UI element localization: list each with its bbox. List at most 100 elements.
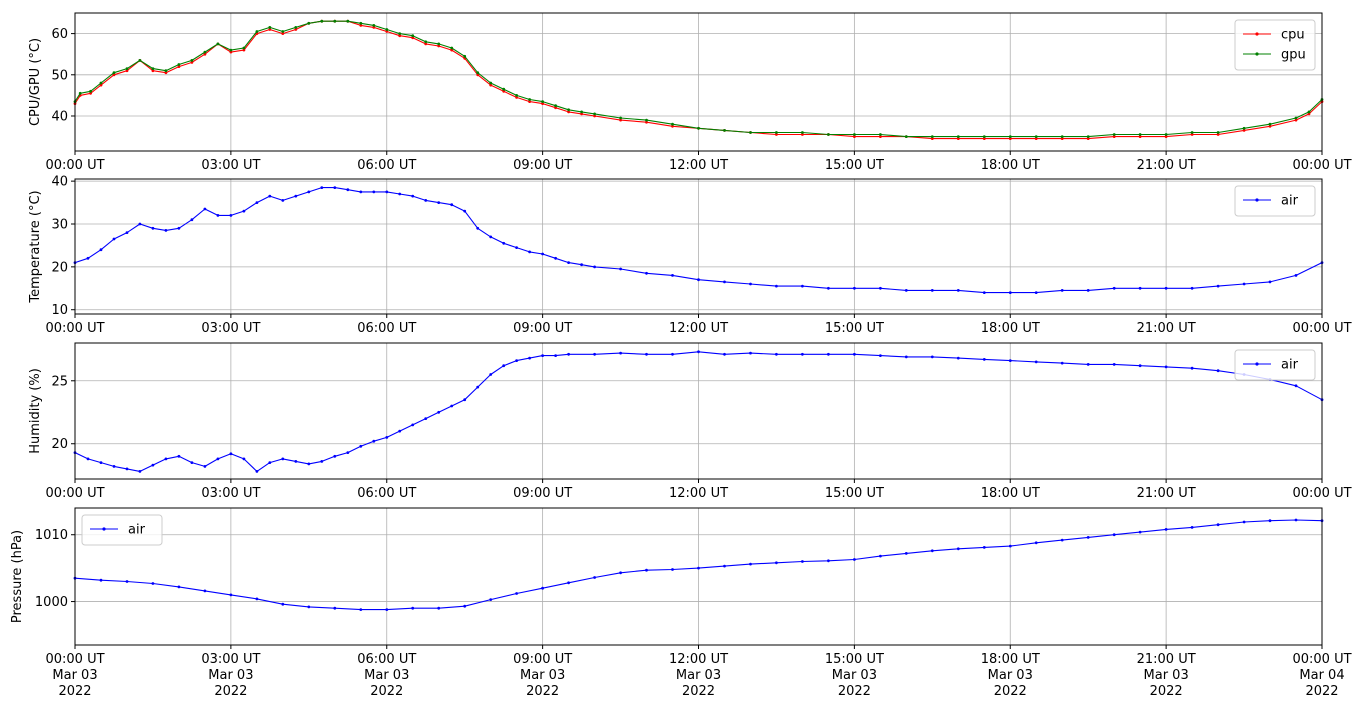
data-point (1060, 135, 1064, 139)
data-point (450, 46, 454, 50)
data-point (242, 457, 246, 461)
data-point (437, 410, 441, 414)
legend-box (81, 514, 163, 546)
data-point (463, 54, 467, 58)
x-tick-label: 21:00 UT (1137, 486, 1196, 501)
data-point (89, 91, 92, 95)
data-point (801, 131, 804, 134)
data-point (749, 282, 752, 286)
data-point (281, 199, 285, 202)
data-point (164, 229, 168, 232)
data-point (359, 608, 363, 611)
data-point (229, 48, 233, 52)
data-point (346, 19, 350, 23)
data-point (554, 104, 557, 108)
legend: air (81, 514, 163, 546)
data-point (112, 237, 116, 241)
data-point (307, 462, 311, 466)
data-point (489, 373, 493, 376)
data-point (463, 398, 467, 402)
data-point (775, 352, 778, 356)
data-point (567, 110, 570, 114)
data-point (463, 209, 467, 213)
data-point (151, 226, 155, 230)
data-point (1138, 135, 1142, 139)
series-cpu (73, 19, 1324, 141)
data-point (333, 186, 337, 190)
x-tick-label: 18:00 UT Mar 03 2022 (981, 652, 1040, 699)
legend-marker-gpu (1255, 52, 1259, 56)
data-point (904, 289, 908, 292)
data-point (879, 354, 882, 357)
data-point (268, 461, 272, 464)
data-point (904, 552, 908, 555)
data-point (982, 291, 986, 294)
subplot-4: 1000 1010 00:00 UT Mar 03 2022 03:00 UT Mar 03… (10, 507, 1352, 699)
y-axis-label: Humidity (%) (28, 368, 43, 454)
data-point (476, 73, 480, 77)
data-point (723, 280, 726, 284)
data-point (541, 252, 544, 256)
data-point (801, 560, 804, 563)
data-point (1190, 286, 1194, 290)
data-point (112, 465, 116, 468)
data-point (904, 135, 908, 139)
data-point (385, 436, 389, 439)
x-tick-label: 06:00 UT (357, 486, 416, 501)
data-point (982, 358, 986, 361)
data-point (359, 444, 363, 448)
legend-label-cpu: cpu (1281, 28, 1305, 43)
x-tick-label: 12:00 UT (669, 486, 728, 501)
data-point (437, 42, 441, 46)
data-point (138, 470, 142, 473)
data-point (411, 423, 415, 427)
data-point (99, 83, 103, 87)
data-point (554, 256, 557, 260)
data-point (385, 608, 389, 611)
data-point (1164, 133, 1168, 136)
data-point (515, 359, 518, 362)
x-tick-label: 15:00 UT (825, 486, 884, 501)
data-point (1268, 122, 1272, 126)
x-tick-label: 21:00 UT (1137, 321, 1196, 336)
data-point (1216, 131, 1220, 134)
data-point (424, 199, 428, 202)
data-point (1060, 361, 1064, 365)
data-point (450, 203, 454, 207)
data-point (294, 26, 298, 29)
data-point (930, 355, 934, 359)
data-point (1008, 359, 1012, 362)
x-tick-label: 00:00 UT (45, 158, 104, 173)
data-point (1216, 523, 1220, 527)
data-point (879, 286, 882, 290)
data-point (1268, 124, 1272, 128)
data-point (99, 461, 103, 464)
data-point (333, 454, 337, 458)
data-point (515, 592, 518, 595)
data-point (177, 65, 181, 68)
data-point (359, 190, 363, 194)
grid (74, 343, 1323, 479)
data-point (1164, 286, 1168, 290)
data-point (827, 286, 830, 290)
y-tick-label: 50 (51, 68, 68, 83)
data-point (619, 571, 622, 575)
data-point (177, 585, 181, 589)
data-point (216, 214, 220, 217)
legend-box (1234, 185, 1316, 217)
data-point (528, 250, 531, 254)
data-point (320, 186, 324, 190)
grid (74, 179, 1323, 314)
data-point (1008, 291, 1012, 294)
data-point (580, 112, 583, 116)
data-point (593, 114, 596, 118)
data-point (359, 24, 363, 27)
data-point (151, 67, 155, 70)
data-point (242, 209, 246, 213)
data-point (411, 606, 415, 610)
legend-marker-air (1255, 362, 1259, 366)
data-point (554, 354, 557, 357)
data-point (1307, 112, 1311, 116)
data-point (723, 564, 726, 568)
data-point (255, 597, 259, 601)
